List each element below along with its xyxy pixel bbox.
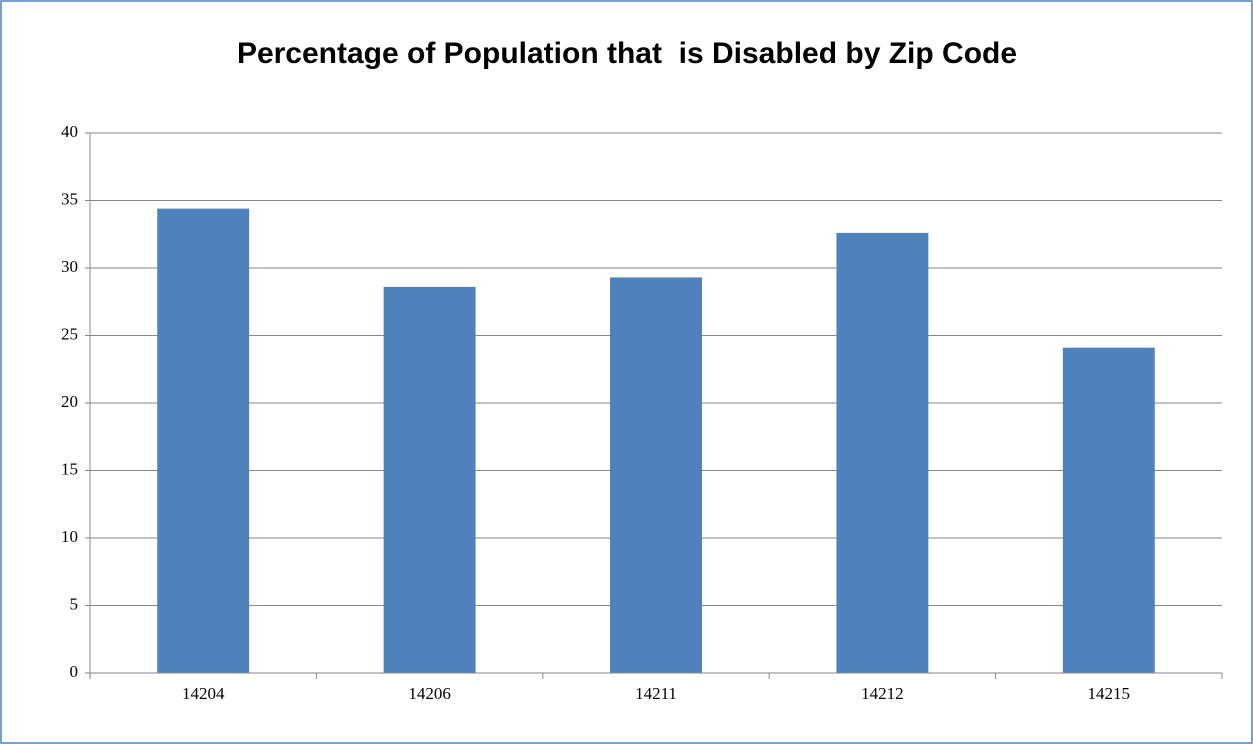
y-tick-label: 25 xyxy=(61,324,78,343)
y-tick-label: 30 xyxy=(61,257,78,276)
x-tick-label: 14212 xyxy=(861,684,904,703)
bar xyxy=(836,232,929,673)
y-tick-label: 20 xyxy=(61,392,78,411)
bar xyxy=(610,277,702,673)
bar xyxy=(383,286,476,673)
y-tick-label: 0 xyxy=(70,662,79,681)
y-tick-label: 5 xyxy=(70,594,79,613)
bar xyxy=(157,208,250,673)
y-tick-label: 40 xyxy=(61,122,78,141)
y-tick-label: 10 xyxy=(61,527,78,546)
y-tick-label: 35 xyxy=(61,189,78,208)
y-tick-label: 15 xyxy=(61,459,78,478)
x-tick-label: 14215 xyxy=(1088,684,1131,703)
x-tick-label: 14206 xyxy=(408,684,451,703)
x-tick-label: 14211 xyxy=(635,684,677,703)
chart-title: Percentage of Population that is Disable… xyxy=(237,37,1017,70)
x-tick-label: 14204 xyxy=(182,684,225,703)
bar xyxy=(1062,347,1155,673)
